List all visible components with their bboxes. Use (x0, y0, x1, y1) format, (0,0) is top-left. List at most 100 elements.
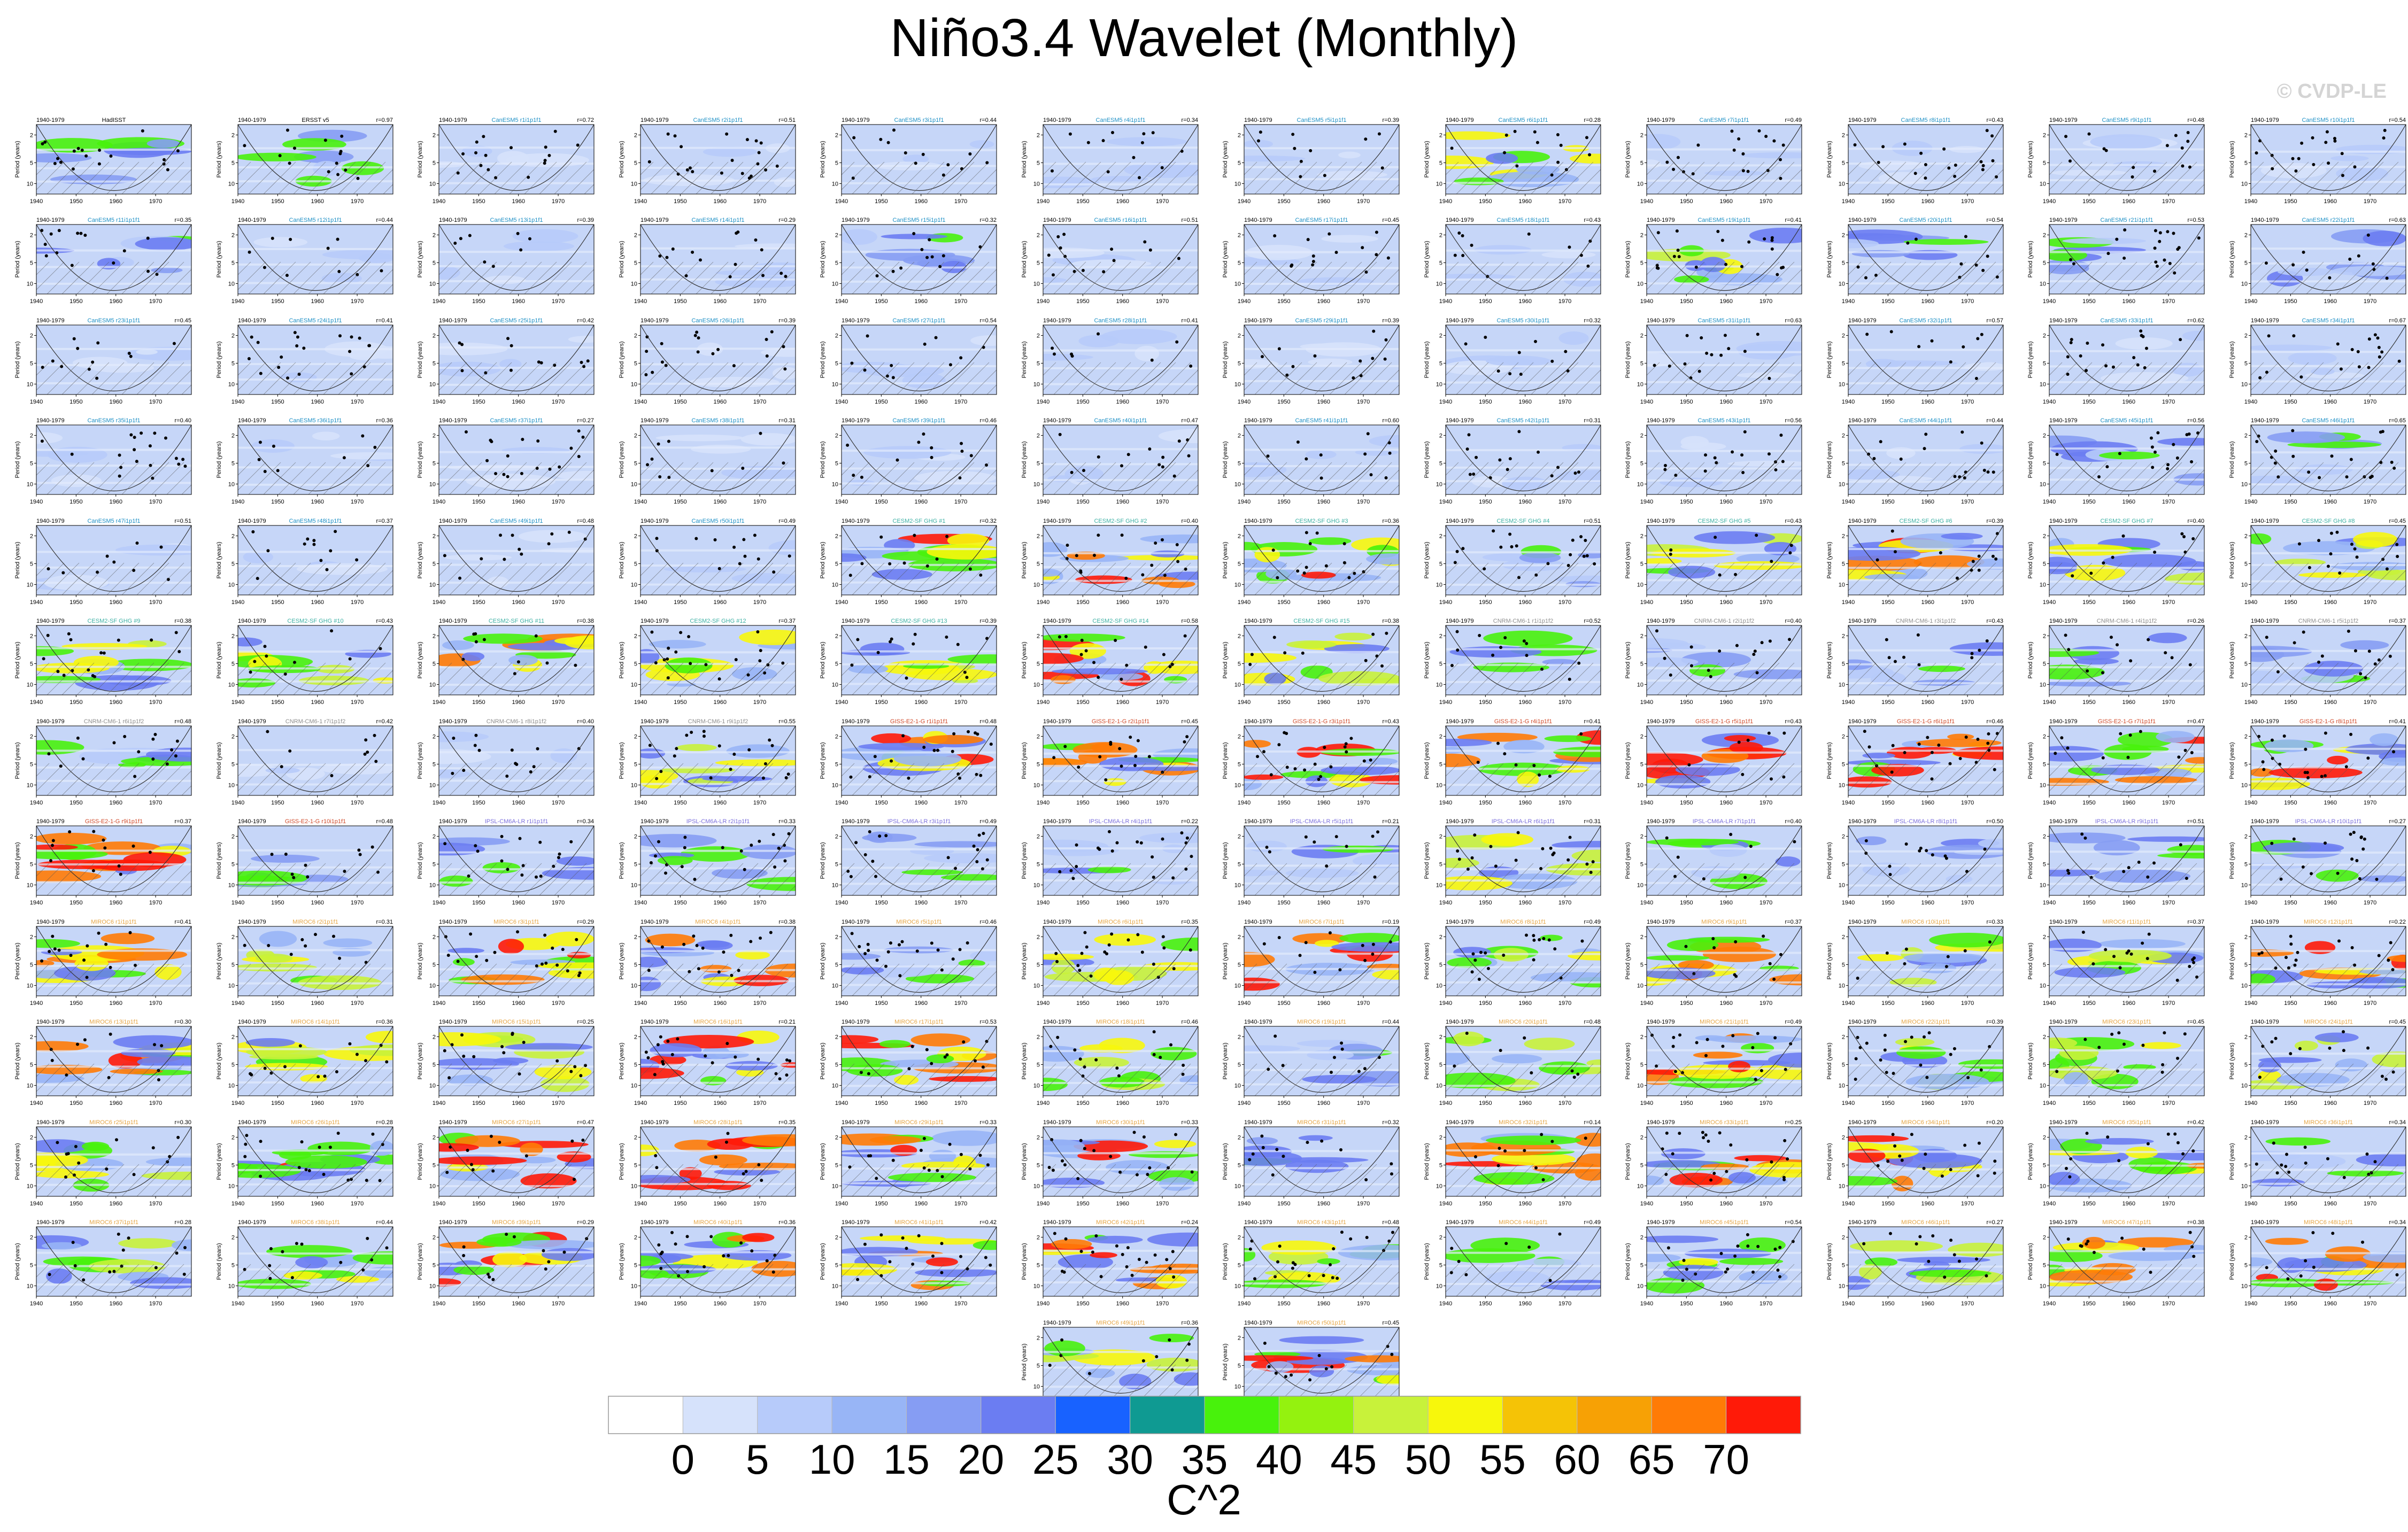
significance-dot (913, 533, 916, 537)
hatch-line (151, 462, 184, 494)
hatch-line (278, 562, 311, 595)
hatch-line (166, 469, 191, 494)
power-strip (1848, 481, 2003, 483)
x-tick-label: 1940 (433, 699, 445, 706)
correlation-value: r=0.35 (175, 217, 192, 223)
hatch-line (1792, 284, 1802, 294)
hatch-line (666, 362, 698, 394)
hatch-line (2049, 362, 2078, 391)
hatch-line (1903, 662, 1936, 695)
period-label: 1940-1979 (1043, 417, 1071, 424)
hatch-line (383, 685, 393, 695)
power-blob (1733, 669, 1802, 679)
significance-dot (890, 759, 893, 763)
significance-dot (1752, 653, 1756, 656)
hatch-line (509, 261, 542, 294)
x-tick-label: 1970 (1961, 198, 1973, 205)
significance-dot (747, 748, 751, 752)
y-tick-label: 10 (1033, 181, 1039, 188)
significance-dot (1499, 646, 1502, 649)
significance-dot (485, 459, 489, 462)
y-tick-label: 5 (30, 561, 33, 568)
hatch-line (151, 562, 184, 595)
power-strip (237, 263, 393, 266)
power-blob (1338, 151, 1361, 159)
hatch-line (1098, 261, 1131, 294)
hatch-line (1299, 261, 1332, 294)
correlation-value: r=0.47 (1181, 417, 1198, 424)
wavelet-panel: 1940-1979 CanESM5 r14i1p1f1 r=0.29 Period (… (614, 215, 798, 309)
power-strip (842, 382, 997, 385)
power-strip (1043, 680, 1198, 683)
hatch-line (181, 685, 191, 695)
significance-dot (1302, 571, 1306, 575)
significance-dot (1072, 269, 1076, 273)
x-tick-label: 1940 (835, 499, 848, 505)
correlation-value: r=0.36 (1383, 518, 1400, 524)
significance-dot (2174, 134, 2178, 137)
plot-frame (36, 124, 192, 195)
x-tick-label: 1960 (1518, 599, 1531, 606)
significance-dot (505, 774, 509, 778)
power-blob (1858, 160, 1925, 171)
hatch-line (1068, 662, 1101, 695)
x-tick-label: 1970 (1961, 599, 1973, 606)
hatch-line (2321, 362, 2353, 394)
cone-of-influence (237, 125, 393, 191)
x-tick-label: 1970 (1961, 298, 1973, 305)
hatch-line (640, 161, 668, 190)
y-tick-label: 5 (634, 260, 637, 267)
significance-dot (2190, 460, 2194, 463)
period-label: 1940-1979 (640, 217, 669, 223)
hatch-line (1471, 261, 1503, 294)
significance-dot (325, 568, 328, 571)
plot-frame (2250, 224, 2406, 295)
power-strip (2250, 351, 2406, 353)
hatch-line (323, 662, 356, 695)
power-blob (663, 566, 746, 572)
hatch-line (956, 161, 990, 194)
significance-dot (119, 466, 123, 469)
significance-dot (502, 473, 506, 476)
significance-dot (1556, 160, 1560, 164)
x-tick-label: 1970 (350, 499, 363, 505)
power-strip (1244, 267, 1399, 269)
significance-dot (1949, 360, 1952, 364)
y-axis-label: Period (years) (1222, 141, 1229, 177)
x-tick-label: 1950 (1680, 599, 1693, 606)
hatch-line (1546, 261, 1578, 294)
significance-dot (112, 741, 116, 745)
significance-dot (1737, 137, 1741, 141)
x-tick-label: 1940 (1841, 198, 1854, 205)
significance-dot (2180, 146, 2184, 150)
period-label: 1940-1979 (1647, 117, 1675, 123)
x-tick-label: 1940 (835, 599, 848, 606)
significance-dot (771, 570, 775, 574)
hatch-line (882, 462, 915, 494)
hatch-line (368, 770, 393, 795)
significance-dot (1779, 176, 1782, 180)
y-tick-label: 2 (1640, 333, 1643, 339)
significance-dot (337, 269, 341, 273)
hatch-line (1053, 662, 1086, 695)
power-blob (970, 335, 997, 346)
hatch-line (696, 562, 728, 595)
significance-dot (762, 671, 766, 675)
member-name: ERSST v5 (302, 117, 329, 123)
x-tick-label: 1940 (231, 198, 244, 205)
significance-dot (758, 659, 761, 663)
significance-dot (44, 254, 48, 258)
x-tick-label: 1940 (1439, 399, 1452, 405)
hatch-line (524, 261, 557, 294)
power-blob (1704, 170, 1766, 176)
significance-dot (1583, 539, 1587, 543)
y-tick-label: 5 (2244, 160, 2247, 167)
y-tick-label: 5 (835, 661, 838, 668)
wavelet-panel: 1940-1979 CanESM5 r30i1p1f1 r=0.32 Period (… (1419, 315, 1603, 409)
hatch-line (1993, 685, 2003, 695)
x-tick-label: 1970 (1155, 298, 1168, 305)
